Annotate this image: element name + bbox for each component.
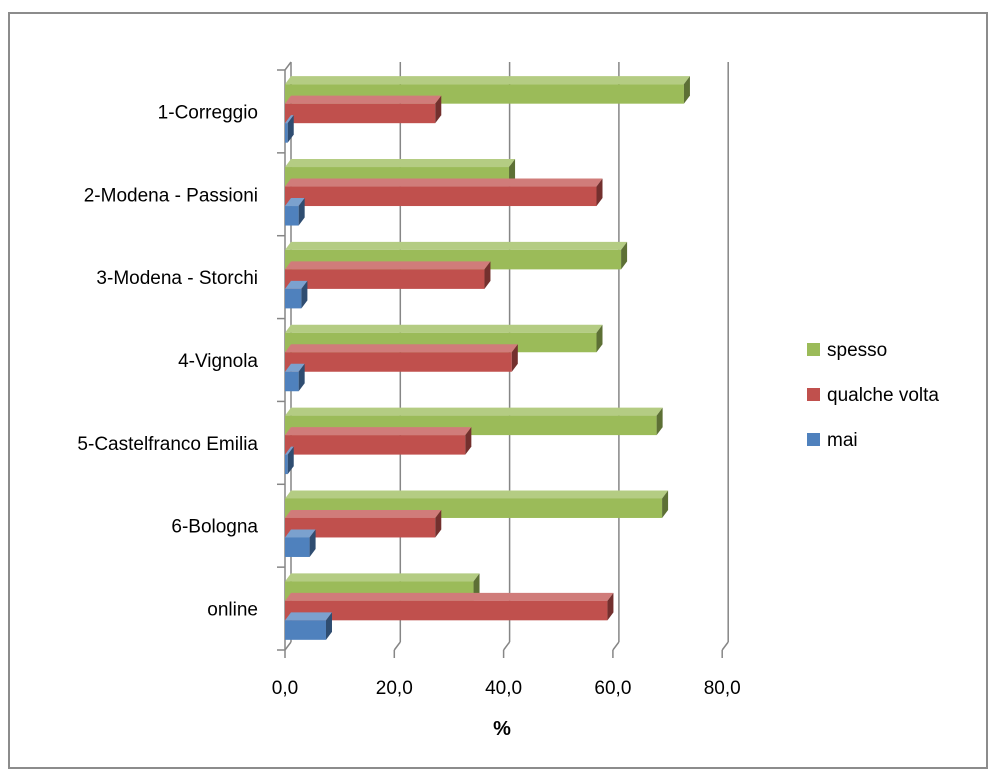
bar-top-face [285,529,316,538]
bar-top-face [285,115,294,124]
bar-side-face [621,241,628,270]
bar-side-face [287,115,294,143]
bar-side-face [301,280,308,309]
bar-top-face [285,490,669,499]
legend-swatch [807,388,820,401]
bar-top-face [285,363,305,372]
bar [285,103,436,124]
floor-gridline [612,641,620,651]
bar [285,123,288,143]
bar-side-face [435,509,442,538]
bar-top-face [285,446,294,455]
bar-top-face [285,407,663,416]
legend-label: spesso [827,340,887,361]
value-tick-label: 80,0 [704,678,741,699]
category-label: 6-Bologna [171,517,258,538]
chart-area [8,12,988,769]
bar-top-face [285,324,603,333]
bar-top-face [285,280,308,289]
bar-top-face [285,95,442,104]
category-label: 2-Modena - Passioni [84,185,258,206]
value-tick-label: 60,0 [594,678,631,699]
bar [285,288,302,309]
bar [285,269,485,289]
bar-top-face [285,612,332,621]
bar-top-face [285,198,305,207]
bar-top-face [285,592,614,601]
value-tick-label: 20,0 [376,678,413,699]
bar-side-face [298,198,305,226]
x-axis-title: % [493,718,511,740]
bar-side-face [596,178,603,207]
bar-side-face [662,490,669,518]
bar-side-face [287,446,294,475]
bar-side-face [435,95,442,124]
bar [285,352,512,372]
bar-side-face [309,529,316,557]
bar-top-face [285,573,480,582]
bar-side-face [325,612,332,640]
bar [285,206,299,226]
bar-side-face [683,76,690,104]
value-tick-label: 0,0 [272,678,298,699]
category-label: online [207,600,258,621]
legend-label: mai [827,430,858,451]
value-tick-label: 40,0 [485,678,522,699]
bar-top-face [285,76,690,85]
category-axis-depth [284,61,292,71]
bar-side-face [607,592,614,621]
floor-gridline [284,641,292,651]
category-label: 1-Correggio [158,102,258,123]
bar-side-face [484,261,491,289]
legend-label: qualche volta [827,385,939,406]
bar [285,454,288,475]
bar-top-face [285,159,516,168]
bar-top-face [285,509,442,518]
bar-side-face [656,407,663,436]
bar-top-face [285,178,603,187]
category-label: 5-Castelfranco Emilia [77,434,258,455]
floor-gridline [503,641,511,651]
bar [285,186,597,207]
bar [285,435,466,455]
floor-gridline [721,641,729,651]
bar-side-face [298,363,305,392]
bar-side-face [465,427,472,455]
legend-swatch [807,343,820,356]
bar [285,537,310,557]
floor-gridline [393,641,401,651]
bar [285,517,436,538]
bar-top-face [285,344,518,353]
bar-side-face [596,324,603,353]
category-label: 4-Vignola [178,351,258,372]
category-label: 3-Modena - Storchi [96,268,258,289]
bar [285,371,299,392]
legend-swatch [807,433,820,446]
bar-top-face [285,427,472,436]
bar-side-face [511,344,518,372]
bar [285,620,326,640]
bar-top-face [285,241,628,250]
bar [285,600,608,621]
bar-top-face [285,261,491,270]
